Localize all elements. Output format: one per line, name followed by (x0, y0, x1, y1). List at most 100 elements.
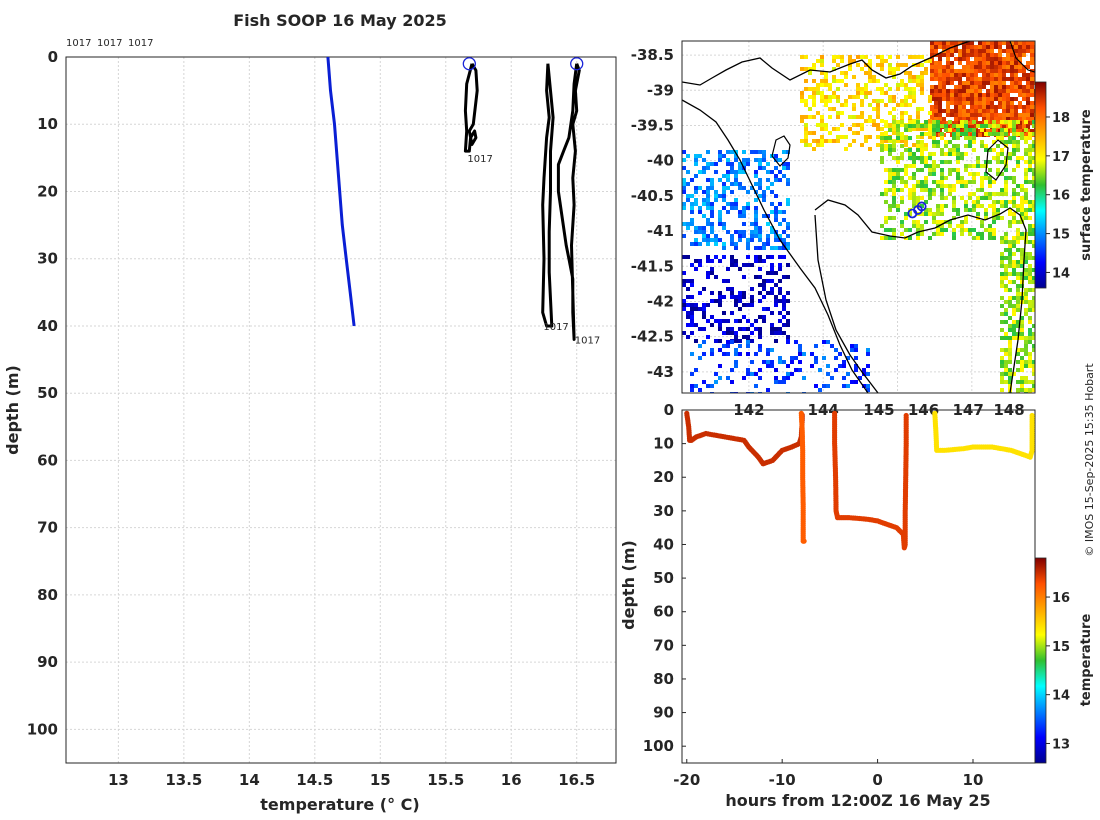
sst-pixel (782, 360, 786, 364)
sst-pixel (1018, 117, 1022, 121)
sst-pixel (916, 144, 920, 148)
sst-pixel (992, 208, 996, 212)
sst-pixel (1000, 236, 1004, 240)
sst-pixel (746, 255, 750, 259)
sst-pixel (698, 263, 702, 267)
sst-pixel (912, 204, 916, 208)
sst-pixel (992, 216, 996, 220)
sst-pixel (880, 136, 884, 140)
sst-pixel (774, 154, 778, 158)
sst-pixel (998, 117, 1002, 121)
sst-pixel (1006, 97, 1010, 101)
sst-pixel (848, 115, 852, 119)
sst-pixel (920, 87, 924, 91)
sst-pixel (786, 372, 790, 376)
sst-pixel (1022, 105, 1026, 109)
sst-pixel (782, 380, 786, 384)
sst-pixel (896, 87, 900, 91)
sst-pixel (978, 133, 982, 137)
sst-pixel (804, 123, 808, 127)
sst-pixel (940, 136, 944, 140)
sst-pixel (908, 120, 912, 124)
sst-pixel (938, 89, 942, 93)
sst-pixel (1026, 89, 1030, 93)
sst-pixel (722, 311, 726, 315)
sst-pixel (952, 152, 956, 156)
sst-pixel (836, 63, 840, 67)
sst-pixel (956, 152, 960, 156)
sst-pixel (774, 178, 778, 182)
sst-pixel (698, 210, 702, 214)
sst-pixel (1016, 164, 1020, 168)
sst-pixel (694, 259, 698, 263)
sst-pixel (932, 132, 936, 136)
sst-pixel (1016, 220, 1020, 224)
sst-pixel (944, 152, 948, 156)
sst-pixel (896, 204, 900, 208)
sst-pixel (762, 198, 766, 202)
sst-pixel (956, 160, 960, 164)
sst-pixel (746, 335, 750, 339)
sst-pixel (804, 99, 808, 103)
sst-pixel (978, 45, 982, 49)
sst-pixel (916, 200, 920, 204)
sst-pixel (976, 204, 980, 208)
sst-pixel (900, 180, 904, 184)
sst-pixel (812, 91, 816, 95)
sst-pixel (924, 184, 928, 188)
sst-pixel (900, 79, 904, 83)
sst-pixel (820, 63, 824, 67)
sst-pixel (896, 83, 900, 87)
sst-pixel (990, 65, 994, 69)
sst-pixel (786, 198, 790, 202)
sst-pixel (938, 93, 942, 97)
sst-pixel (908, 192, 912, 196)
sst-pixel (1032, 268, 1035, 272)
sst-pixel (964, 152, 968, 156)
sst-pixel (734, 303, 738, 307)
sst-pixel (1030, 49, 1034, 53)
sst-pixel (920, 188, 924, 192)
sst-pixel (706, 303, 710, 307)
sst-pixel (934, 105, 938, 109)
sst-pixel (734, 319, 738, 323)
sst-pixel (852, 107, 856, 111)
sst-pixel (754, 218, 758, 222)
sst-pixel (1016, 360, 1020, 364)
sst-pixel (952, 144, 956, 148)
sst-pixel (928, 132, 932, 136)
sst-pixel (1026, 85, 1030, 89)
sst-pixel (746, 202, 750, 206)
sst-pixel (944, 144, 948, 148)
sst-pixel (1028, 208, 1032, 212)
sst-pixel (800, 99, 804, 103)
coastline-tasmania-west (682, 99, 869, 393)
sst-pixel (726, 202, 730, 206)
sst-pixel (1030, 53, 1034, 57)
sst-pixel (1016, 352, 1020, 356)
sst-pixel (822, 356, 826, 360)
sst-pixel (924, 67, 928, 71)
sst-pixel (738, 166, 742, 170)
sst-pixel (698, 344, 702, 348)
sst-pixel (834, 368, 838, 372)
sst-pixel (950, 41, 954, 45)
sst-pixel (920, 140, 924, 144)
sst-pixel (758, 331, 762, 335)
sst-pixel (1032, 384, 1035, 388)
sst-pixel (1030, 81, 1034, 85)
figure-title: Fish SOOP 16 May 2025 (233, 11, 447, 30)
sst-pixel (1028, 308, 1032, 312)
sst-pixel (958, 53, 962, 57)
sst-pixel (702, 340, 706, 344)
sst-pixel (1014, 89, 1018, 93)
sst-map: -38.5-39-39.5-40-40.5-41-41.5-42-42.5-43… (631, 40, 1094, 419)
sst-pixel (948, 220, 952, 224)
sst-pixel (996, 160, 1000, 164)
sst-pixel (750, 222, 754, 226)
sst-pixel (774, 368, 778, 372)
sst-pixel (1024, 312, 1028, 316)
sst-pixel (1032, 244, 1035, 248)
sst-pixel (954, 97, 958, 101)
sst-pixel (1008, 376, 1012, 380)
